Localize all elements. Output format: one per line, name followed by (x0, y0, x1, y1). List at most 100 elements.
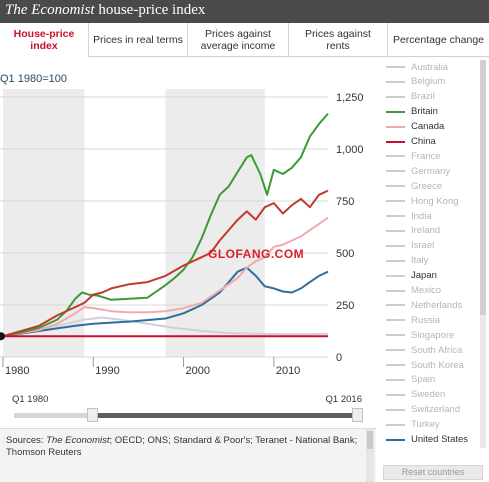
tab-label: Percentage change (392, 34, 485, 46)
tab-bar: House-price index Prices in real terms P… (0, 23, 489, 57)
legend-label: Australia (411, 61, 448, 73)
y-tick-label: 1,250 (336, 92, 364, 104)
legend-item-russia[interactable]: Russia (386, 313, 440, 327)
tab-real-terms[interactable]: Prices in real terms (89, 23, 188, 57)
legend-item-britain[interactable]: Britain (386, 105, 438, 119)
y-tick-label: 1,000 (336, 144, 364, 156)
legend-label: Brazil (411, 91, 435, 103)
sources-scrollbar-thumb[interactable] (367, 431, 373, 449)
legend-item-south-korea[interactable]: South Korea (386, 358, 464, 372)
reset-countries-button[interactable]: Reset countries (383, 465, 483, 480)
tab-average-income[interactable]: Prices against average income (188, 23, 289, 57)
legend-label: Israel (411, 240, 435, 252)
legend-swatch (386, 438, 405, 441)
slider-end-handle[interactable] (352, 408, 363, 422)
legend-swatch (386, 334, 405, 337)
x-tick-label: 1990 (95, 365, 119, 377)
legend-label: Germany (411, 165, 451, 177)
legend-item-israel[interactable]: Israel (386, 239, 434, 253)
legend-label: Hong Kong (411, 195, 459, 207)
legend-item-canada[interactable]: Canada (386, 120, 444, 134)
legend-item-ireland[interactable]: Ireland (386, 224, 440, 238)
legend-swatch (386, 200, 405, 203)
legend-label: Netherlands (411, 299, 463, 311)
base-label: Q1 1980=100 (0, 73, 67, 85)
legend-swatch (386, 259, 405, 262)
legend-item-italy[interactable]: Italy (386, 254, 428, 268)
y-tick-label: 0 (336, 352, 342, 364)
legend-label: Italy (411, 255, 429, 267)
y-tick-label: 750 (336, 196, 354, 208)
legend-item-germany[interactable]: Germany (386, 164, 450, 178)
legend-label: Ireland (411, 225, 441, 237)
legend-item-australia[interactable]: Australia (386, 60, 448, 74)
legend-item-switzerland[interactable]: Switzerland (386, 403, 460, 417)
legend-swatch (386, 319, 405, 322)
legend-label: South Africa (411, 344, 463, 356)
legend-item-china[interactable]: China (386, 135, 436, 149)
sources-rest: ; OECD; ONS; Standard & Poor's; Teranet … (6, 435, 358, 458)
legend-label: Mexico (411, 285, 442, 296)
title-bar: The Economist house-price index (0, 0, 489, 23)
y-tick-label: 500 (336, 248, 354, 260)
legend-item-japan[interactable]: Japan (386, 269, 437, 283)
x-tick-label: 2000 (186, 365, 210, 377)
legend-item-india[interactable]: India (386, 209, 432, 223)
country-legend: Australia Belgium Brazil Britain Canada China… (380, 60, 489, 460)
series-line-japan (2, 316, 329, 338)
shaded-periods (3, 89, 265, 357)
legend-item-united-states[interactable]: United States (386, 433, 468, 447)
legend-item-brazil[interactable]: Brazil (386, 90, 435, 104)
app-title-rest: house-price index (94, 2, 206, 18)
legend-label: South Korea (411, 359, 464, 371)
legend-scrollbar-thumb[interactable] (480, 60, 486, 315)
app-title: The Economist house-price index (5, 2, 205, 19)
shaded-period (3, 89, 85, 357)
legend-swatch (386, 304, 405, 307)
legend-item-france[interactable]: France (386, 149, 441, 163)
legend-item-spain[interactable]: Spain (386, 373, 435, 387)
slider-start-handle[interactable] (87, 408, 98, 422)
series-line-united-states (2, 266, 329, 338)
series-line-canada (2, 216, 329, 338)
tab-percentage-change[interactable]: Percentage change (388, 23, 489, 57)
legend-label: India (411, 210, 432, 222)
legend-item-netherlands[interactable]: Netherlands (386, 298, 462, 312)
watermark: GLOFANG.COM (208, 247, 305, 261)
legend-item-belgium[interactable]: Belgium (386, 75, 445, 89)
slider-track[interactable] (92, 413, 358, 418)
legend-item-singapore[interactable]: Singapore (386, 328, 454, 342)
legend-label: United States (411, 434, 469, 445)
legend-item-turkey[interactable]: Turkey (386, 418, 440, 432)
sources-box: Sources: The Economist; OECD; ONS; Stand… (0, 428, 376, 482)
legend-item-sweden[interactable]: Sweden (386, 388, 445, 402)
tab-label: Prices against average income (200, 28, 276, 52)
sources-italic: The Economist (46, 435, 110, 446)
legend-swatch (386, 155, 405, 158)
legend-swatch (386, 170, 405, 173)
shaded-period (165, 89, 265, 357)
legend-swatch (386, 95, 405, 98)
legend-swatch (386, 185, 405, 188)
legend-swatch (386, 274, 405, 277)
legend-swatch (386, 393, 405, 396)
legend-item-mexico[interactable]: Mexico (386, 284, 441, 298)
legend-item-south-africa[interactable]: South Africa (386, 343, 462, 357)
tab-rents[interactable]: Prices against rents (289, 23, 388, 57)
legend-label: Britain (411, 106, 438, 118)
legend-label: Russia (411, 314, 441, 326)
app-title-italic: The Economist (5, 2, 95, 18)
y-axis: 0 250 500 750 1,000 1,250 (336, 92, 364, 364)
sources-scrollbar[interactable] (366, 429, 374, 482)
legend-label: China (411, 136, 436, 147)
y-tick-label: 250 (336, 300, 354, 312)
legend-item-hong-kong[interactable]: Hong Kong (386, 194, 459, 208)
tab-label: Prices against rents (305, 28, 371, 52)
x-axis: 1980 1990 2000 2010 (2, 357, 300, 377)
tab-label: Prices in real terms (93, 34, 183, 46)
tab-house-price-index[interactable]: House-price index (0, 23, 89, 57)
legend-item-greece[interactable]: Greece (386, 179, 442, 193)
legend-swatch (386, 215, 405, 217)
legend-swatch (386, 423, 405, 426)
baseline-dot (0, 332, 5, 341)
